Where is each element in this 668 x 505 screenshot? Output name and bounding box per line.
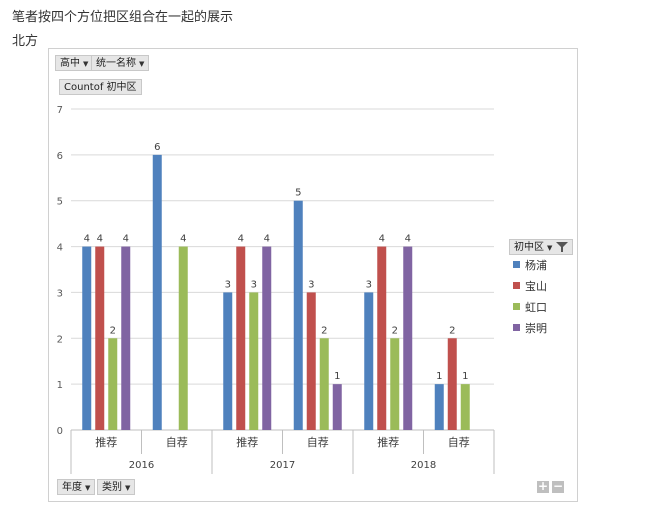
bar [332, 384, 342, 430]
bar [249, 292, 259, 430]
legend-swatch [513, 282, 520, 289]
data-label: 3 [225, 279, 231, 290]
bar [447, 338, 457, 430]
y-tick-label: 2 [57, 334, 63, 345]
y-tick-label: 6 [57, 151, 63, 162]
x-group-label: 2017 [270, 460, 295, 471]
data-label: 1 [462, 371, 468, 382]
y-tick-label: 3 [57, 288, 63, 299]
data-label: 1 [436, 371, 442, 382]
bar [390, 338, 400, 430]
bar [82, 246, 92, 430]
bar [108, 338, 118, 430]
x-category-label: 自荐 [307, 436, 329, 449]
x-category-label: 自荐 [166, 436, 188, 449]
data-label: 2 [110, 325, 116, 336]
data-label: 5 [295, 188, 301, 199]
legend-label: 杨浦 [525, 259, 547, 272]
data-label: 3 [366, 279, 372, 290]
filter-button-label: 高中 [60, 58, 80, 69]
data-label: 6 [154, 142, 160, 153]
axis-button-year[interactable]: 年度 ▼ [57, 479, 96, 495]
dropdown-arrow-icon: ▼ [139, 60, 145, 68]
legend-item[interactable]: 虹口 [513, 301, 547, 315]
bar [95, 246, 105, 430]
data-label: 4 [238, 234, 244, 245]
dropdown-arrow-icon: ▼ [83, 60, 89, 68]
y-tick-label: 1 [57, 380, 63, 391]
x-group-label: 2018 [411, 460, 436, 471]
y-tick-label: 7 [57, 105, 63, 116]
legend-field-button[interactable]: 初中区 ▼ [509, 239, 574, 255]
x-group-label: 2016 [129, 460, 154, 471]
bar [319, 338, 329, 430]
bar [434, 384, 444, 430]
legend-label: 崇明 [525, 322, 547, 335]
data-label: 4 [97, 234, 103, 245]
y-tick-label: 5 [57, 197, 63, 208]
bar [178, 246, 188, 430]
axis-button-category[interactable]: 类别 ▼ [97, 479, 136, 495]
y-tick-label: 0 [57, 426, 63, 437]
bar [236, 246, 246, 430]
data-label: 4 [264, 234, 270, 245]
bar [460, 384, 470, 430]
bar [364, 292, 374, 430]
data-label: 2 [392, 325, 398, 336]
data-label: 2 [321, 325, 327, 336]
x-category-label: 推荐 [95, 435, 117, 449]
data-label: 3 [308, 279, 314, 290]
expand-field-button[interactable]: + [537, 479, 549, 493]
dropdown-arrow-icon: ▼ [85, 484, 91, 492]
legend-label: 虹口 [525, 301, 547, 314]
data-label: 4 [379, 234, 385, 245]
dropdown-arrow-icon: ▼ [125, 484, 131, 492]
bar [306, 292, 316, 430]
bar [152, 154, 162, 430]
axis-button-label: 年度 [62, 482, 82, 493]
legend-swatch [513, 303, 520, 310]
data-label: 3 [251, 279, 257, 290]
bar [262, 246, 272, 430]
data-label: 4 [405, 234, 411, 245]
data-label: 4 [123, 234, 129, 245]
axis-button-label: 类别 [102, 482, 122, 493]
bar [377, 246, 387, 430]
data-label: 1 [334, 371, 340, 382]
legend-item[interactable]: 宝山 [513, 280, 547, 294]
bar [293, 200, 303, 430]
section-heading: 北方 [12, 34, 39, 49]
dropdown-arrow-icon: ▼ [547, 244, 553, 252]
x-category-label: 推荐 [236, 435, 258, 449]
data-label: 4 [180, 234, 186, 245]
page-heading: 笔者按四个方位把区组合在一起的展示 [12, 10, 234, 25]
filter-funnel-icon [556, 242, 569, 252]
x-category-label: 推荐 [377, 435, 399, 449]
legend-label: 宝山 [525, 280, 547, 293]
legend-swatch [513, 324, 520, 331]
y-tick-label: 4 [57, 243, 63, 254]
filter-button-label: 统一名称 [96, 58, 136, 69]
legend-item[interactable]: 崇明 [513, 322, 547, 336]
bar [121, 246, 131, 430]
bar [403, 246, 413, 430]
data-label: 2 [449, 325, 455, 336]
legend-item[interactable]: 杨浦 [513, 259, 547, 273]
data-label: 4 [84, 234, 90, 245]
legend-field-label: 初中区 [514, 242, 544, 253]
collapse-field-button[interactable]: − [552, 479, 564, 493]
filter-button-unified-name[interactable]: 统一名称 ▼ [91, 55, 150, 71]
bar [223, 292, 233, 430]
value-field-button[interactable]: Countof 初中区 [59, 79, 142, 95]
legend-swatch [513, 261, 520, 268]
x-category-label: 自荐 [448, 436, 470, 449]
